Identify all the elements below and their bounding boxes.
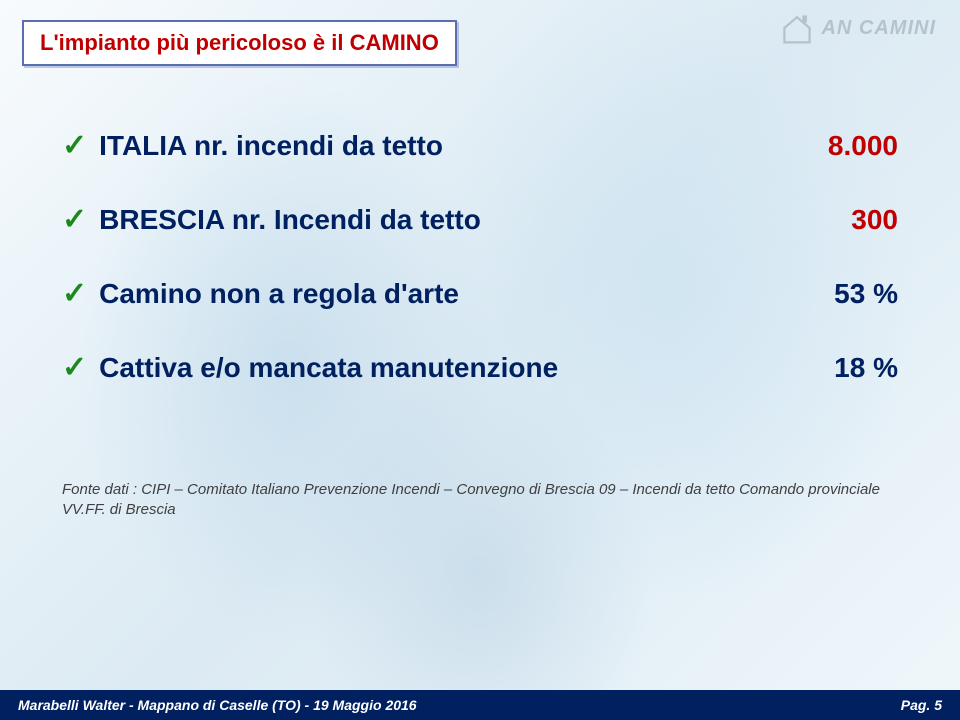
- check-icon: ✓: [62, 279, 87, 309]
- footer-left: Marabelli Walter - Mappano di Caselle (T…: [18, 697, 417, 713]
- footer-right: Pag. 5: [901, 697, 942, 713]
- slide-title: L'impianto più pericoloso è il CAMINO: [40, 30, 439, 55]
- bullet-label: ITALIA nr. incendi da tetto: [99, 130, 758, 162]
- slide-footer: Marabelli Walter - Mappano di Caselle (T…: [0, 690, 960, 720]
- brand-logo: AN CAMINI: [779, 10, 936, 46]
- house-chimney-icon: [779, 10, 815, 46]
- bullet-value: 18 %: [758, 352, 898, 384]
- bullet-value: 53 %: [758, 278, 898, 310]
- check-icon: ✓: [62, 353, 87, 383]
- slide-title-box: L'impianto più pericoloso è il CAMINO: [22, 20, 457, 66]
- bullets-container: ✓ ITALIA nr. incendi da tetto 8.000 ✓ BR…: [62, 130, 898, 426]
- source-note: Fonte dati : CIPI – Comitato Italiano Pr…: [62, 480, 898, 521]
- bullet-row: ✓ ITALIA nr. incendi da tetto 8.000: [62, 130, 898, 162]
- bullet-label: Cattiva e/o mancata manutenzione: [99, 352, 758, 384]
- check-icon: ✓: [62, 205, 87, 235]
- check-icon: ✓: [62, 131, 87, 161]
- bullet-row: ✓ BRESCIA nr. Incendi da tetto 300: [62, 204, 898, 236]
- bullet-row: ✓ Camino non a regola d'arte 53 %: [62, 278, 898, 310]
- bullet-value: 300: [758, 204, 898, 236]
- bullet-value: 8.000: [758, 130, 898, 162]
- bullet-label: BRESCIA nr. Incendi da tetto: [99, 204, 758, 236]
- bullet-row: ✓ Cattiva e/o mancata manutenzione 18 %: [62, 352, 898, 384]
- bullet-label: Camino non a regola d'arte: [99, 278, 758, 310]
- brand-logo-text: AN CAMINI: [821, 17, 936, 40]
